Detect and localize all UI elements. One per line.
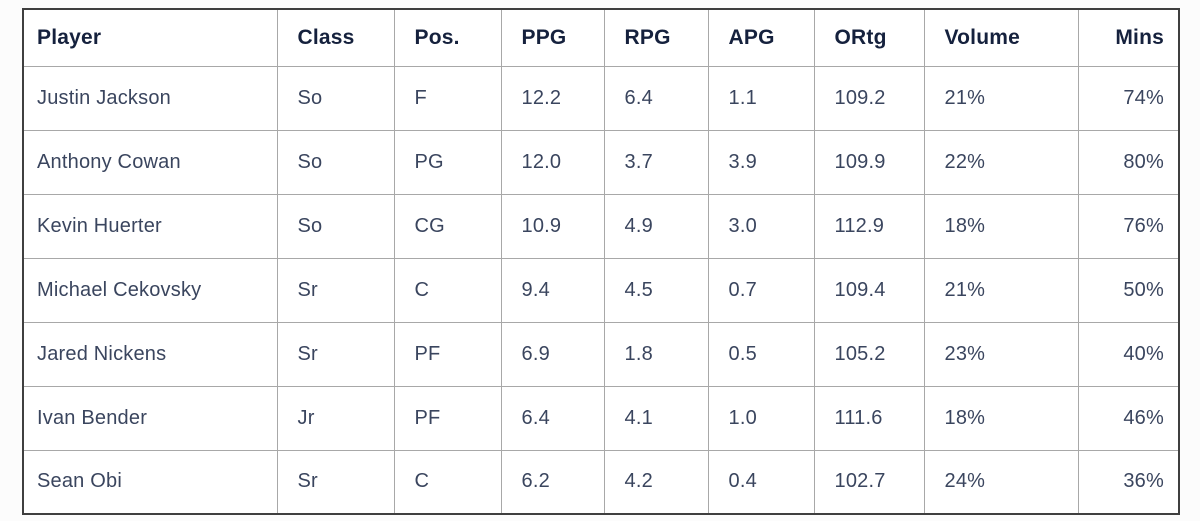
cell-player: Michael Cekovsky	[22, 257, 278, 323]
cell-ppg: 9.4	[500, 257, 605, 323]
cell-mins: 80%	[1077, 129, 1180, 195]
table-row: Michael Cekovsky Sr C 9.4 4.5 0.7 109.4 21% 50%	[22, 257, 1180, 323]
cell-ppg: 6.9	[500, 321, 605, 387]
cell-rpg: 4.9	[603, 193, 709, 259]
cell-ppg: 10.9	[500, 193, 605, 259]
cell-mins: 74%	[1077, 65, 1180, 131]
cell-player: Kevin Huerter	[22, 193, 278, 259]
cell-player: Jared Nickens	[22, 321, 278, 387]
cell-pos: PF	[393, 385, 502, 451]
column-header-ppg: PPG	[500, 8, 605, 67]
cell-mins: 36%	[1077, 449, 1180, 515]
cell-rpg: 1.8	[603, 321, 709, 387]
cell-volume: 24%	[923, 449, 1079, 515]
header-row: Player Class Pos. PPG RPG APG ORtg Volume Mins	[22, 8, 1180, 67]
cell-class: So	[276, 65, 395, 131]
cell-volume: 18%	[923, 193, 1079, 259]
column-header-ortg: ORtg	[813, 8, 925, 67]
cell-ppg: 12.0	[500, 129, 605, 195]
cell-ortg: 109.9	[813, 129, 925, 195]
table-row: Ivan Bender Jr PF 6.4 4.1 1.0 111.6 18% 46%	[22, 385, 1180, 451]
table-row: Sean Obi Sr C 6.2 4.2 0.4 102.7 24% 36%	[22, 449, 1180, 515]
cell-volume: 18%	[923, 385, 1079, 451]
cell-mins: 40%	[1077, 321, 1180, 387]
cell-ortg: 102.7	[813, 449, 925, 515]
cell-mins: 50%	[1077, 257, 1180, 323]
cell-rpg: 4.5	[603, 257, 709, 323]
cell-pos: C	[393, 257, 502, 323]
column-header-player: Player	[22, 8, 278, 67]
cell-volume: 21%	[923, 65, 1079, 131]
column-header-apg: APG	[707, 8, 815, 67]
cell-mins: 76%	[1077, 193, 1180, 259]
column-header-rpg: RPG	[603, 8, 709, 67]
cell-ortg: 109.4	[813, 257, 925, 323]
cell-class: Sr	[276, 449, 395, 515]
cell-class: Sr	[276, 321, 395, 387]
table-body: Justin Jackson So F 12.2 6.4 1.1 109.2 21% 74% An…	[22, 65, 1180, 515]
player-stats-table-container: Player Class Pos. PPG RPG APG ORtg Volume Mins J…	[22, 8, 1180, 515]
column-header-class: Class	[276, 8, 395, 67]
cell-rpg: 3.7	[603, 129, 709, 195]
table-header: Player Class Pos. PPG RPG APG ORtg Volume Mins	[22, 8, 1180, 67]
cell-apg: 1.0	[707, 385, 815, 451]
table-row: Jared Nickens Sr PF 6.9 1.8 0.5 105.2 23% 40%	[22, 321, 1180, 387]
cell-class: So	[276, 193, 395, 259]
cell-volume: 21%	[923, 257, 1079, 323]
table-row: Anthony Cowan So PG 12.0 3.7 3.9 109.9 22% 80%	[22, 129, 1180, 195]
cell-pos: PF	[393, 321, 502, 387]
cell-class: Sr	[276, 257, 395, 323]
column-header-pos: Pos.	[393, 8, 502, 67]
cell-ortg: 109.2	[813, 65, 925, 131]
table-row: Kevin Huerter So CG 10.9 4.9 3.0 112.9 18% 76%	[22, 193, 1180, 259]
cell-rpg: 4.1	[603, 385, 709, 451]
cell-ppg: 12.2	[500, 65, 605, 131]
cell-volume: 23%	[923, 321, 1079, 387]
cell-apg: 0.7	[707, 257, 815, 323]
cell-ortg: 105.2	[813, 321, 925, 387]
cell-mins: 46%	[1077, 385, 1180, 451]
table-row: Justin Jackson So F 12.2 6.4 1.1 109.2 21% 74%	[22, 65, 1180, 131]
cell-pos: CG	[393, 193, 502, 259]
player-stats-table: Player Class Pos. PPG RPG APG ORtg Volume Mins J…	[22, 8, 1180, 515]
cell-class: Jr	[276, 385, 395, 451]
cell-player: Sean Obi	[22, 449, 278, 515]
cell-rpg: 6.4	[603, 65, 709, 131]
cell-player: Ivan Bender	[22, 385, 278, 451]
cell-apg: 0.5	[707, 321, 815, 387]
cell-class: So	[276, 129, 395, 195]
cell-pos: C	[393, 449, 502, 515]
cell-apg: 3.0	[707, 193, 815, 259]
cell-ppg: 6.2	[500, 449, 605, 515]
cell-ppg: 6.4	[500, 385, 605, 451]
cell-pos: PG	[393, 129, 502, 195]
cell-ortg: 111.6	[813, 385, 925, 451]
cell-rpg: 4.2	[603, 449, 709, 515]
cell-player: Anthony Cowan	[22, 129, 278, 195]
column-header-mins: Mins	[1077, 8, 1180, 67]
cell-apg: 1.1	[707, 65, 815, 131]
cell-pos: F	[393, 65, 502, 131]
cell-ortg: 112.9	[813, 193, 925, 259]
cell-apg: 0.4	[707, 449, 815, 515]
column-header-volume: Volume	[923, 8, 1079, 67]
cell-player: Justin Jackson	[22, 65, 278, 131]
cell-apg: 3.9	[707, 129, 815, 195]
cell-volume: 22%	[923, 129, 1079, 195]
